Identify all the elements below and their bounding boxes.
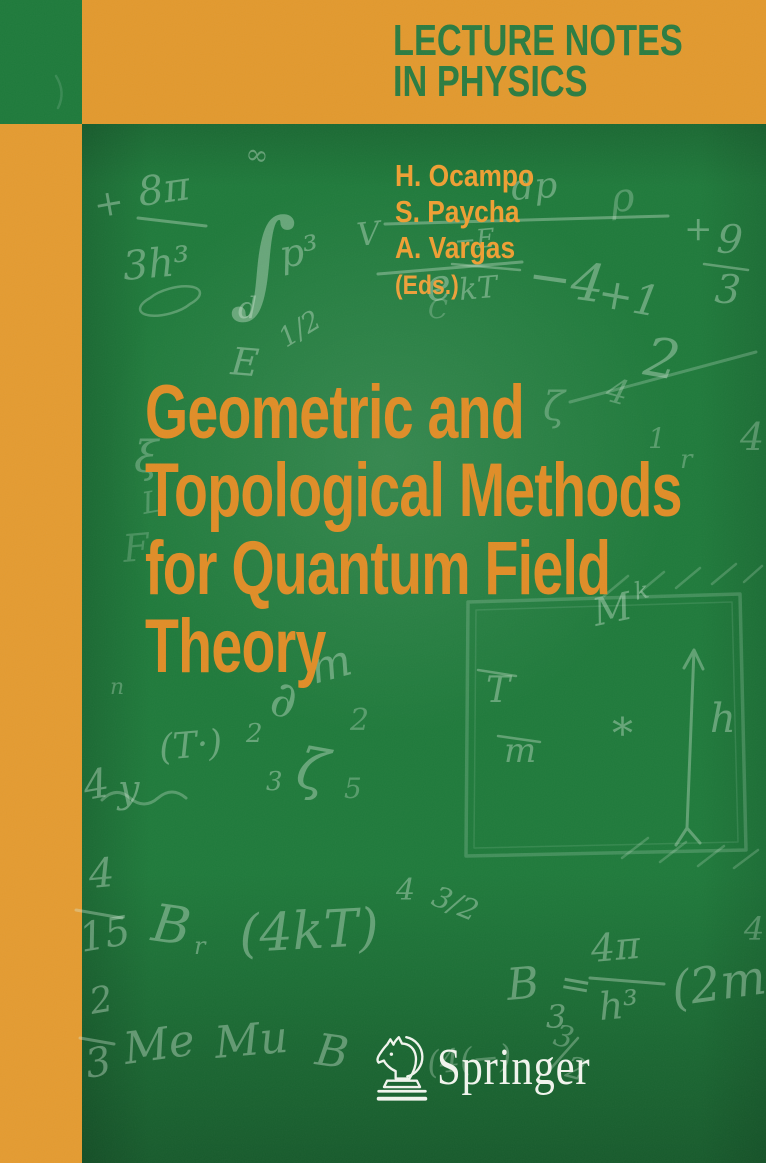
book-title-line: Geometric and bbox=[145, 370, 525, 455]
publisher-name: Springer bbox=[437, 1039, 591, 1096]
editor-name: S. Paycha bbox=[395, 194, 520, 229]
corner-green-block bbox=[0, 0, 82, 124]
editor-name: H. Ocampo bbox=[395, 158, 535, 193]
series-title: LECTURE NOTES IN PHYSICS bbox=[393, 16, 683, 106]
series-title-line1: LECTURE NOTES bbox=[393, 16, 683, 65]
book-title-line: for Quantum Field bbox=[145, 526, 611, 611]
book-title-line: Theory bbox=[145, 604, 326, 689]
book-title: Geometric and Topological Methods for Qu… bbox=[145, 374, 766, 686]
editors-suffix: (Eds.) bbox=[395, 270, 459, 300]
left-orange-strip bbox=[0, 124, 82, 1163]
book-title-line: Topological Methods bbox=[145, 448, 683, 533]
editors-block: H. Ocampo S. Paycha A. Vargas (Eds.) bbox=[395, 158, 559, 302]
horse-head-outline bbox=[376, 1036, 418, 1080]
horse-eye bbox=[389, 1052, 394, 1056]
publisher-logo: Springer bbox=[374, 1034, 624, 1104]
series-title-line2: IN PHYSICS bbox=[393, 57, 588, 106]
editor-name: A. Vargas bbox=[395, 230, 516, 265]
horse-pedestal bbox=[382, 1079, 422, 1089]
springer-horse-icon bbox=[376, 1036, 428, 1101]
